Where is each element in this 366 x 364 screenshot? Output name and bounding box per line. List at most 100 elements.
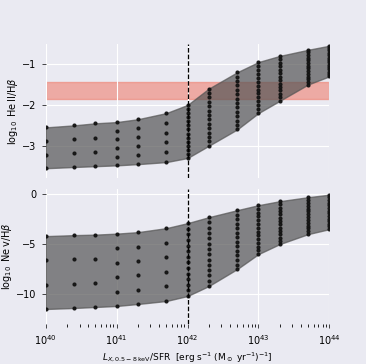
Point bbox=[234, 104, 240, 110]
Point bbox=[255, 83, 261, 88]
Point bbox=[255, 217, 261, 223]
Point bbox=[255, 110, 261, 116]
Point bbox=[184, 151, 190, 157]
Point bbox=[255, 232, 261, 238]
Point bbox=[326, 194, 332, 200]
Point bbox=[326, 69, 332, 75]
Point bbox=[43, 257, 49, 263]
Point bbox=[305, 60, 311, 66]
Point bbox=[305, 58, 311, 63]
Y-axis label: $\log_{10}$ Ne$\,$v/H$\beta$: $\log_{10}$ Ne$\,$v/H$\beta$ bbox=[0, 223, 14, 290]
Point bbox=[255, 75, 261, 81]
Point bbox=[114, 136, 120, 142]
Point bbox=[135, 125, 141, 131]
Point bbox=[135, 272, 141, 278]
Point bbox=[206, 99, 212, 105]
Point bbox=[277, 67, 283, 73]
Point bbox=[71, 150, 77, 156]
Point bbox=[277, 70, 283, 76]
Point bbox=[93, 280, 98, 286]
Point bbox=[277, 53, 283, 59]
Point bbox=[305, 52, 311, 58]
Point bbox=[234, 91, 240, 97]
Point bbox=[326, 64, 332, 70]
Point bbox=[184, 114, 190, 120]
Point bbox=[163, 120, 169, 126]
Point bbox=[206, 283, 212, 289]
Point bbox=[234, 122, 240, 128]
Point bbox=[305, 220, 311, 226]
Point bbox=[234, 78, 240, 84]
Point bbox=[326, 43, 332, 49]
Point bbox=[305, 200, 311, 206]
Point bbox=[277, 208, 283, 214]
Point bbox=[255, 95, 261, 100]
Point bbox=[206, 236, 212, 241]
Point bbox=[326, 221, 332, 227]
Point bbox=[277, 84, 283, 90]
Point bbox=[184, 293, 190, 299]
Point bbox=[114, 128, 120, 134]
Point bbox=[234, 262, 240, 268]
Point bbox=[326, 202, 332, 208]
Point bbox=[206, 125, 212, 131]
Point bbox=[206, 95, 212, 100]
Point bbox=[305, 228, 311, 234]
Point bbox=[234, 96, 240, 102]
Point bbox=[326, 59, 332, 65]
Point bbox=[93, 163, 98, 169]
Point bbox=[184, 122, 190, 128]
Point bbox=[277, 231, 283, 237]
Point bbox=[277, 74, 283, 80]
Point bbox=[114, 119, 120, 125]
Point bbox=[206, 219, 212, 225]
Point bbox=[277, 221, 283, 227]
Point bbox=[206, 86, 212, 91]
Point bbox=[305, 214, 311, 220]
Point bbox=[326, 66, 332, 72]
Point bbox=[277, 234, 283, 240]
Point bbox=[135, 229, 141, 235]
Point bbox=[326, 48, 332, 54]
Point bbox=[163, 269, 169, 275]
Point bbox=[277, 63, 283, 69]
Point bbox=[234, 266, 240, 272]
Point bbox=[43, 306, 49, 312]
Point bbox=[255, 225, 261, 231]
Point bbox=[184, 131, 190, 136]
Point bbox=[305, 47, 311, 53]
Point bbox=[234, 118, 240, 123]
Point bbox=[206, 262, 212, 268]
Point bbox=[135, 244, 141, 249]
Point bbox=[234, 230, 240, 236]
Point bbox=[234, 257, 240, 263]
Point bbox=[71, 164, 77, 170]
Point bbox=[234, 109, 240, 115]
Point bbox=[326, 215, 332, 221]
Point bbox=[305, 63, 311, 69]
Point bbox=[93, 232, 98, 238]
Point bbox=[305, 231, 311, 237]
Point bbox=[43, 124, 49, 130]
Point bbox=[184, 110, 190, 116]
Point bbox=[184, 265, 190, 271]
Point bbox=[255, 206, 261, 212]
Y-axis label: $\log_{10}$ He$\,$II/H$\beta$: $\log_{10}$ He$\,$II/H$\beta$ bbox=[5, 77, 19, 145]
Point bbox=[234, 253, 240, 258]
Point bbox=[206, 116, 212, 122]
Point bbox=[135, 287, 141, 293]
Point bbox=[326, 192, 332, 198]
Point bbox=[114, 154, 120, 160]
Point bbox=[277, 215, 283, 221]
Point bbox=[277, 81, 283, 87]
Point bbox=[206, 214, 212, 220]
Point bbox=[305, 55, 311, 61]
Point bbox=[114, 162, 120, 168]
Point bbox=[135, 301, 141, 307]
Point bbox=[206, 90, 212, 96]
Point bbox=[277, 238, 283, 244]
Point bbox=[234, 207, 240, 213]
Point bbox=[326, 71, 332, 77]
Point bbox=[135, 161, 141, 167]
Point bbox=[184, 106, 190, 112]
